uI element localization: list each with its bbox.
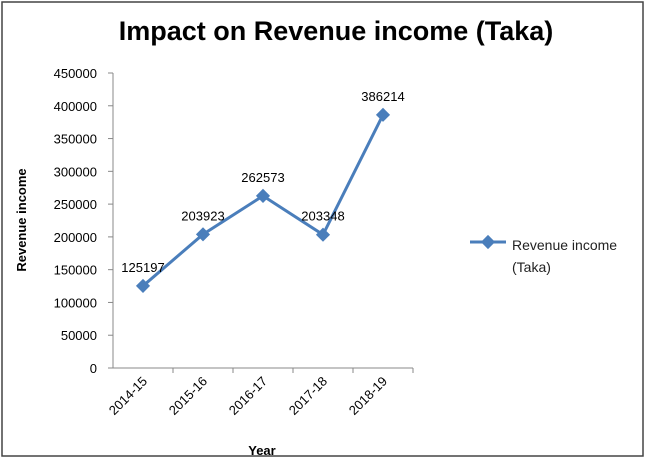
legend-label: Revenue income (Taka) (512, 237, 618, 275)
point-marker (315, 227, 331, 242)
x-axis-label: Year (248, 443, 275, 458)
y-tick-label: 200000 (54, 230, 97, 245)
chart-title: Impact on Revenue income (Taka) (119, 16, 554, 46)
x-tick-label: 2016-17 (226, 374, 270, 418)
y-tick-label: 100000 (54, 295, 97, 310)
y-tick-label: 150000 (54, 263, 97, 278)
point-marker (255, 188, 271, 203)
point-marker (195, 227, 211, 242)
data-label: 262573 (241, 170, 284, 185)
y-tick-label: 50000 (61, 328, 97, 343)
y-tick-label: 350000 (54, 132, 97, 147)
x-tick-label: 2018-19 (346, 374, 390, 418)
y-tick-label: 400000 (54, 99, 97, 114)
point-marker (135, 278, 151, 293)
y-tick-label: 300000 (54, 164, 97, 179)
y-tick-label: 450000 (54, 66, 97, 81)
data-label: 125197 (121, 260, 164, 275)
data-label: 386214 (361, 89, 404, 104)
data-label: 203923 (181, 208, 224, 223)
x-tick-label: 2015-16 (166, 374, 210, 418)
legend-marker (480, 234, 496, 250)
data-label: 203348 (301, 209, 344, 224)
x-tick-label: 2017-18 (286, 374, 330, 418)
y-tick-label: 250000 (54, 197, 97, 212)
y-axis-label: Revenue income (14, 168, 29, 271)
y-tick-label: 0 (90, 361, 97, 376)
x-tick-label: 2014-15 (106, 374, 150, 418)
point-marker (375, 107, 391, 122)
